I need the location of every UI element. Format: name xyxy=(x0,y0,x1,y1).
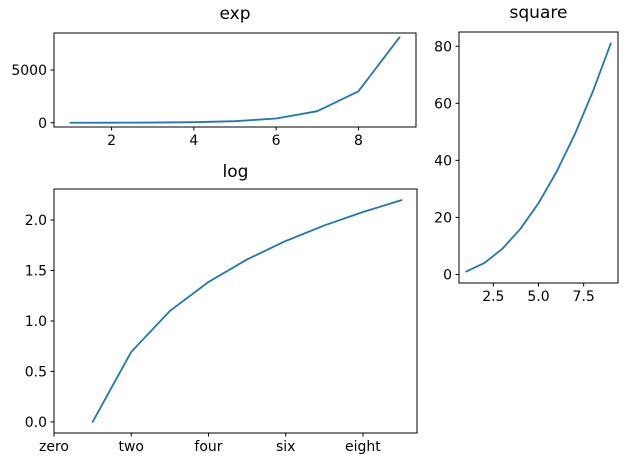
y-tick-label-exp: 5000 xyxy=(11,63,47,79)
x-tick-label-log: four xyxy=(194,439,222,455)
subplot-title-square: square xyxy=(509,3,568,23)
x-tick-label-log: zero xyxy=(39,439,69,455)
axes-frame-exp xyxy=(53,32,417,128)
subplot-title-log: log xyxy=(222,162,249,182)
subplot-log: zero two four six eight 0.0 0.5 1.0 1.5 2.0 xyxy=(25,188,418,455)
data-line-log xyxy=(91,199,403,423)
x-tick-label-exp: 8 xyxy=(354,133,363,149)
axes-frame-square xyxy=(458,31,619,284)
y-tick-label-log: 1.0 xyxy=(25,314,47,330)
axes-frame-log xyxy=(53,188,418,434)
y-tick-label-log: 2.0 xyxy=(25,213,47,229)
x-tick-label-exp: 6 xyxy=(272,133,281,149)
x-tick-label-square: 2.5 xyxy=(482,289,504,305)
subplot-exp: 2 4 6 8 0 5000 xyxy=(11,32,417,149)
y-tick-label-square: 80 xyxy=(434,39,452,55)
x-tick-label-exp: 4 xyxy=(189,133,198,149)
x-tick-label-log: eight xyxy=(345,439,381,455)
y-tick-label-log: 0.5 xyxy=(25,364,47,380)
y-tick-label-square: 20 xyxy=(434,210,452,226)
y-tick-label-square: 0 xyxy=(443,267,452,283)
x-tick-label-log: two xyxy=(118,439,144,455)
y-tick-label-square: 60 xyxy=(434,96,452,112)
subplot-square: 2.5 5.0 7.5 0 20 40 60 80 xyxy=(434,31,619,305)
x-tick-label-exp: 2 xyxy=(107,133,116,149)
data-line-exp xyxy=(69,36,401,124)
x-tick-label-square: 5.0 xyxy=(527,289,549,305)
x-tick-label-log: six xyxy=(276,439,295,455)
x-tick-label-square: 7.5 xyxy=(573,289,595,305)
subplot-title-exp: exp xyxy=(219,4,251,24)
y-tick-label-square: 40 xyxy=(434,153,452,169)
y-tick-label-log: 0.0 xyxy=(25,415,47,431)
y-tick-label-exp: 0 xyxy=(38,116,47,132)
y-tick-label-log: 1.5 xyxy=(25,263,47,279)
data-line-square xyxy=(465,42,612,273)
